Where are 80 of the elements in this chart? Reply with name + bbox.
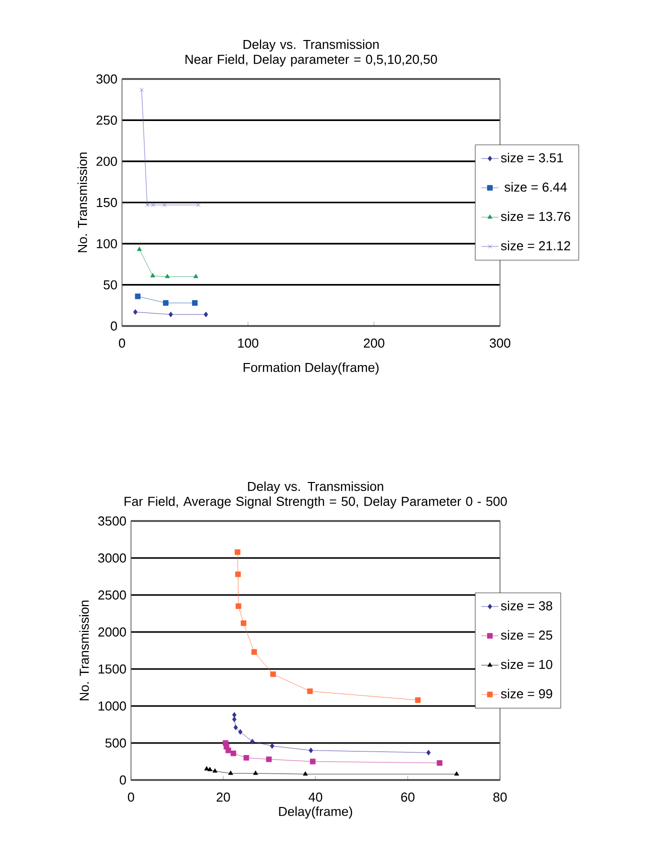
point <box>307 688 313 694</box>
y-tick-label: 2500 <box>98 590 126 600</box>
y-tick-label: 500 <box>105 738 126 748</box>
point <box>228 770 234 775</box>
point <box>251 649 257 655</box>
point <box>270 743 274 749</box>
point <box>454 771 460 776</box>
chart-title: Delay vs. Transmission <box>244 39 379 52</box>
chart-title: Delay vs. Transmission <box>248 481 384 494</box>
y-tick-label: 1500 <box>98 664 126 674</box>
y-tick-label: 50 <box>104 280 117 290</box>
y-tick-label: 2000 <box>98 627 126 637</box>
point <box>234 549 240 555</box>
legend-label: size = 21.12 <box>500 240 570 250</box>
y-tick-label: 1000 <box>98 701 126 711</box>
point <box>266 756 272 762</box>
legend-label: size = 3.51 <box>500 152 563 162</box>
x-tick-label: 200 <box>364 338 384 348</box>
point <box>250 738 254 744</box>
legend-label: size = 25 <box>500 630 552 640</box>
x-tick-label: 40 <box>308 792 322 802</box>
point <box>232 716 236 722</box>
point <box>212 768 218 773</box>
y-tick-label: 3000 <box>98 553 126 563</box>
x-axis-title: Delay(frame) <box>279 806 352 819</box>
y-axis-title: No. Transmission <box>79 600 89 700</box>
point <box>226 748 232 754</box>
legend-label: size = 10 <box>500 659 552 670</box>
point <box>150 272 156 278</box>
point <box>235 572 241 578</box>
point <box>415 697 421 703</box>
chart-subtitle: Far Field, Average Signal Strength = 50, Delay Parameter 0 - 500 <box>124 496 507 509</box>
x-tick-label: 80 <box>493 792 507 802</box>
point <box>240 620 246 626</box>
point <box>162 202 166 208</box>
point <box>310 758 316 764</box>
point <box>436 760 442 766</box>
point <box>140 88 144 92</box>
y-tick-label: 300 <box>96 74 117 84</box>
chart-subtitle: Near Field, Delay parameter = 0,5,10,20,50 <box>186 54 437 67</box>
legend-label: size = 38 <box>500 600 552 610</box>
x-tick-label: 20 <box>216 792 230 802</box>
point <box>253 770 258 775</box>
y-tick-label: 200 <box>96 156 117 166</box>
x-tick-label: 100 <box>238 338 258 348</box>
point <box>168 312 173 318</box>
point <box>204 312 208 318</box>
point <box>308 748 314 754</box>
point <box>244 755 250 761</box>
x-axis-title: Formation Delay(frame) <box>244 362 379 375</box>
point <box>426 750 431 756</box>
y-tick-label: 0 <box>110 321 117 331</box>
point <box>207 766 212 772</box>
point <box>234 724 238 730</box>
point <box>193 274 198 278</box>
point <box>270 671 276 677</box>
point <box>133 309 138 315</box>
legend-label: size = 6.44 <box>504 182 567 192</box>
point <box>236 603 242 609</box>
point <box>302 771 308 776</box>
legend-label: size = 13.76 <box>500 211 570 222</box>
point <box>192 300 198 306</box>
legend-label: size = 99 <box>500 688 552 698</box>
x-tick-label: 300 <box>490 338 510 348</box>
y-tick-label: 3500 <box>98 516 126 526</box>
point <box>238 729 242 735</box>
x-tick-label: 0 <box>128 792 134 802</box>
x-tick-label: 60 <box>401 792 414 802</box>
point <box>232 712 236 718</box>
point <box>134 294 141 300</box>
point <box>196 202 201 208</box>
y-tick-label: 100 <box>96 239 117 248</box>
y-tick-label: 150 <box>96 198 117 208</box>
point <box>162 300 169 306</box>
y-tick-label: 0 <box>120 775 126 785</box>
y-tick-label: 250 <box>96 116 117 125</box>
point <box>230 750 236 756</box>
y-axis-title: No. Transmission <box>78 152 88 252</box>
point <box>164 274 170 278</box>
point <box>136 246 142 251</box>
